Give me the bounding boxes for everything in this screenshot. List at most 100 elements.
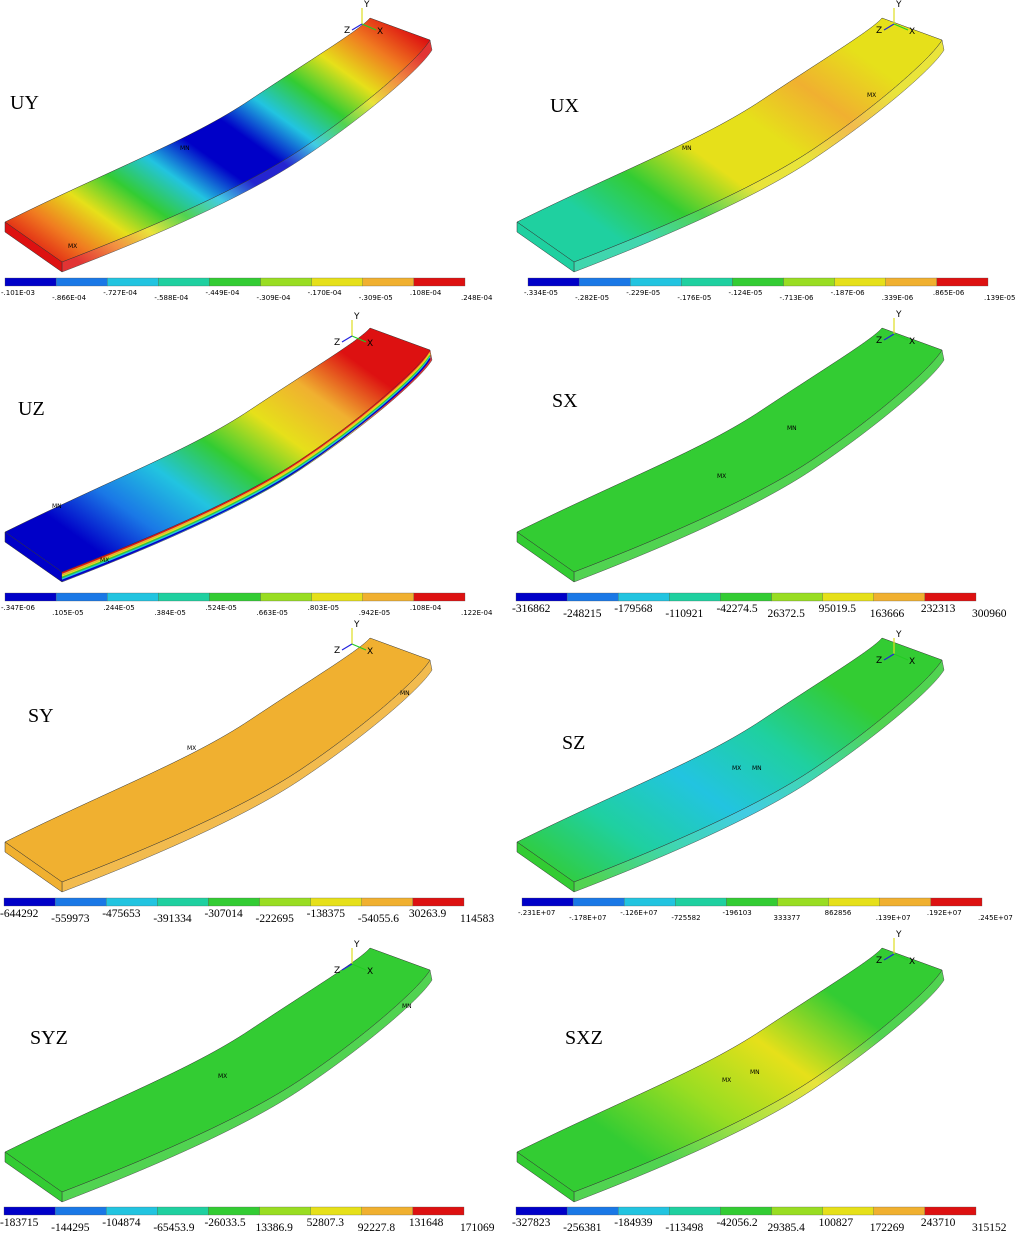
beam-top-face	[4, 947, 431, 1193]
panel-title: SXZ	[565, 1027, 603, 1049]
colorbar-segment	[936, 277, 989, 287]
colorbar-tick-label: -65453.9	[153, 1222, 195, 1234]
axis-y-label: Y	[895, 310, 902, 320]
panel-sxz: Y X Z MX MN SXZ -327823 -256381 -184939 -113498 -4…	[512, 930, 1024, 1240]
colorbar-segment	[873, 592, 926, 602]
beam-end-face	[4, 531, 63, 583]
colorbar-tick-label: .384E-05	[154, 609, 186, 617]
colorbar-segment	[720, 1206, 772, 1216]
beam-top-face	[516, 17, 943, 263]
colorbar-segment	[873, 1206, 926, 1216]
beam-top-face	[516, 327, 943, 573]
extreme-marker-mx: MX	[717, 473, 726, 480]
colorbar-tick-label: .942E-05	[358, 609, 391, 617]
colorbar-tick-label: -.713E-06	[779, 294, 814, 302]
axis-z-label: Z	[334, 338, 340, 348]
colorbar-segment	[412, 1206, 465, 1216]
panel-title: SX	[552, 390, 578, 412]
colorbar-segment	[924, 592, 977, 602]
beam-end-face	[4, 1151, 63, 1203]
axis-x-label: X	[367, 967, 373, 977]
axis-z-label: Z	[344, 26, 350, 36]
beam-side-face	[573, 659, 945, 893]
colorbar-tick-label: .248E-04	[461, 294, 493, 302]
colorbar-segment	[669, 1206, 721, 1216]
colorbar-tick-label: -196103	[722, 909, 752, 917]
beam-end-face	[4, 841, 63, 893]
colorbar-tick-label: -.231E+07	[518, 909, 556, 917]
colorbar-tick-label: -42056.2	[716, 1217, 758, 1229]
beam-contour-plot: Y X Z MN MX	[516, 0, 989, 287]
colorbar-tick-label: -.170E-04	[307, 289, 342, 297]
beam-contour-plot: Y X Z MX MN	[516, 630, 983, 907]
colorbar-tick-label: 131648	[408, 1217, 444, 1229]
colorbar-tick-label: 243710	[920, 1217, 956, 1229]
axis-x-label: X	[367, 647, 373, 657]
colorbar-tick-label: 315152	[972, 1222, 1007, 1234]
axis-z-label: Z	[334, 966, 340, 976]
colorbar-legend	[527, 277, 989, 287]
axis-z-label: Z	[334, 646, 340, 656]
colorbar-legend	[521, 897, 983, 907]
colorbar-segment	[885, 277, 938, 287]
colorbar-tick-label: .139E+07	[875, 914, 911, 922]
beam-side-face	[61, 969, 433, 1203]
extreme-marker-mn: MN	[750, 1069, 760, 1076]
panel-uy: Y X Z MN MX UY -.101E-03 -.866E-04 -.727E-04 -.58…	[0, 0, 512, 310]
colorbar-tick-label: -183715	[0, 1217, 39, 1229]
colorbar-tick-label: -144295	[51, 1222, 90, 1234]
colorbar-segment	[55, 592, 108, 602]
axis-y-label: Y	[895, 0, 902, 10]
colorbar-segment	[771, 592, 823, 602]
beam-layer-band	[61, 358, 431, 582]
colorbar-tick-label: -307014	[204, 908, 243, 920]
colorbar-segment	[55, 277, 108, 287]
colorbar-tick-label: 95019.5	[818, 603, 857, 615]
colorbar-tick-label: 232313	[920, 603, 956, 615]
colorbar-tick-label: -644292	[0, 908, 39, 920]
beam-layer-band	[61, 352, 431, 576]
beam-layer-band	[61, 356, 431, 580]
colorbar-segment	[828, 897, 880, 907]
colorbar-segment	[208, 1206, 260, 1216]
axis-z-label: Z	[876, 656, 882, 666]
axis-x-label: X	[909, 337, 915, 347]
colorbar-segment	[624, 897, 676, 907]
colorbar-tick-label: 172269	[869, 1222, 905, 1234]
colorbar-tick-label: 114583	[460, 913, 495, 925]
colorbar-segment	[515, 592, 568, 602]
colorbar-segment	[412, 897, 465, 907]
axis-x-label: X	[377, 27, 383, 37]
colorbar-segment	[260, 277, 312, 287]
panel-ux: Y X Z MN MX UX -.334E-05 -.282E-05 -.229E-05 -.17…	[512, 0, 1024, 310]
axis-y-label: Y	[353, 940, 360, 950]
colorbar-segment	[413, 592, 466, 602]
colorbar-segment	[106, 1206, 158, 1216]
colorbar-segment	[3, 1206, 56, 1216]
colorbar-tick-label: -26033.5	[204, 1217, 246, 1229]
extreme-marker-mx: MX	[867, 92, 876, 99]
panel-title: UZ	[18, 398, 45, 420]
colorbar-tick-label: .524E-05	[205, 604, 237, 612]
colorbar-tick-label: .663E-05	[256, 609, 288, 617]
colorbar-segment	[771, 1206, 823, 1216]
colorbar-tick-label: 52807.3	[306, 1217, 345, 1229]
beam-end-face	[516, 1151, 575, 1203]
colorbar-tick-label: -.187E-06	[830, 289, 865, 297]
colorbar-segment	[54, 1206, 107, 1216]
colorbar-legend	[3, 1206, 465, 1216]
colorbar-tick-label: .339E-06	[881, 294, 914, 302]
axis-z-label: Z	[876, 956, 882, 966]
colorbar-segment	[362, 277, 415, 287]
colorbar-tick-label: 100827	[818, 1217, 854, 1229]
colorbar-tick-label: -256381	[563, 1222, 602, 1234]
colorbar-tick-label: -.309E-05	[358, 294, 393, 302]
colorbar-tick-label: -.727E-04	[103, 289, 138, 297]
extreme-marker-mn: MN	[52, 503, 62, 510]
coordinate-axes-icon: Y X Z	[344, 0, 383, 37]
colorbar-segment	[209, 592, 261, 602]
colorbar-tick-label: 862856	[824, 909, 852, 917]
colorbar-tick-label: -316862	[512, 603, 551, 615]
colorbar-tick-label: -.334E-05	[524, 289, 558, 297]
colorbar-segment	[572, 897, 625, 907]
